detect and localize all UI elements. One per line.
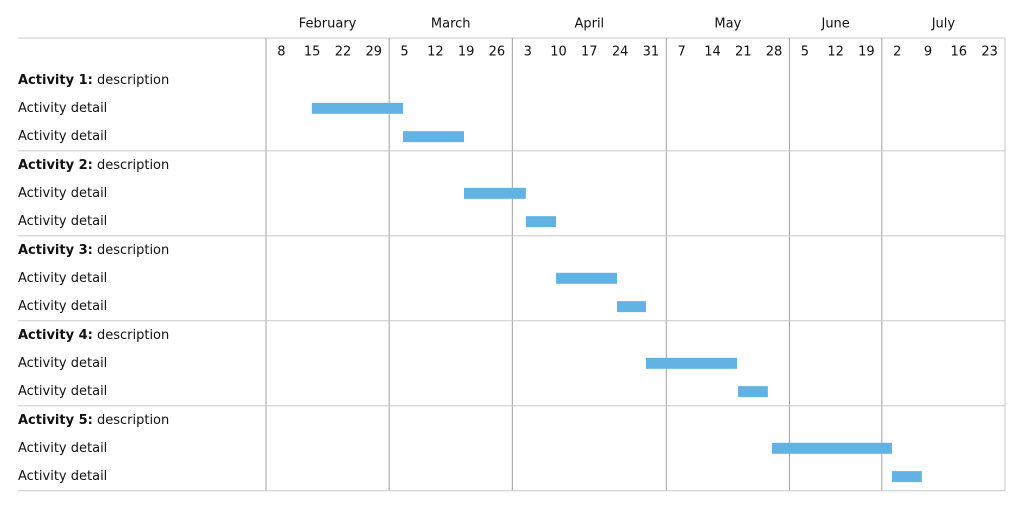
task-label: Activity detail <box>18 299 107 314</box>
month-label: March <box>431 17 471 32</box>
week-label: 14 <box>704 45 721 60</box>
week-label: 26 <box>489 45 506 60</box>
group-title: Activity 4: <box>18 327 93 342</box>
week-label: 8 <box>277 45 285 60</box>
task-label: Activity detail <box>18 186 107 201</box>
group-description: description <box>97 157 169 172</box>
task-bar <box>771 442 892 454</box>
month-label: July <box>931 17 956 32</box>
group-description: description <box>97 242 169 257</box>
task-bar <box>891 471 922 483</box>
task-label: Activity detail <box>18 214 107 229</box>
task-label: Activity detail <box>18 129 107 144</box>
group-label: Activity 2: description <box>18 157 169 172</box>
week-label: 7 <box>678 45 686 60</box>
task-bar <box>463 187 526 199</box>
week-label: 19 <box>458 45 475 60</box>
week-label: 3 <box>524 45 532 60</box>
week-label: 12 <box>427 45 444 60</box>
task-bar <box>617 301 646 313</box>
task-bar <box>525 216 557 228</box>
month-label: June <box>820 17 849 32</box>
week-label: 23 <box>981 45 998 60</box>
week-label: 12 <box>827 45 844 60</box>
group-description: description <box>97 327 169 342</box>
group-description: description <box>97 73 169 88</box>
group-label: Activity 1: description <box>18 73 169 88</box>
week-label: 15 <box>304 45 321 60</box>
week-label: 21 <box>735 45 752 60</box>
task-bar <box>403 131 464 143</box>
task-label: Activity detail <box>18 356 107 371</box>
task-label: Activity detail <box>18 469 107 484</box>
month-label: May <box>714 17 741 32</box>
week-label: 24 <box>612 45 629 60</box>
group-title: Activity 2: <box>18 157 93 172</box>
week-label: 19 <box>858 45 875 60</box>
week-label: 16 <box>951 45 968 60</box>
group-title: Activity 3: <box>18 242 93 257</box>
group-label: Activity 4: description <box>18 327 169 342</box>
week-label: 17 <box>581 45 598 60</box>
week-label: 31 <box>643 45 660 60</box>
task-label: Activity detail <box>18 384 107 399</box>
group-title: Activity 1: <box>18 73 93 88</box>
week-label: 5 <box>400 45 408 60</box>
group-title: Activity 5: <box>18 412 93 427</box>
task-bar <box>556 272 618 284</box>
task-bar <box>738 386 768 398</box>
task-bar <box>311 102 404 114</box>
group-label: Activity 5: description <box>18 412 169 427</box>
week-label: 28 <box>766 45 783 60</box>
week-label: 10 <box>550 45 567 60</box>
week-label: 29 <box>365 45 382 60</box>
task-label: Activity detail <box>18 441 107 456</box>
group-label: Activity 3: description <box>18 242 169 257</box>
task-label: Activity detail <box>18 271 107 286</box>
week-label: 22 <box>335 45 352 60</box>
week-label: 5 <box>801 45 809 60</box>
month-label: April <box>574 17 604 32</box>
task-label: Activity detail <box>18 101 107 116</box>
group-description: description <box>97 412 169 427</box>
month-label: February <box>299 17 357 32</box>
week-label: 9 <box>924 45 932 60</box>
week-label: 2 <box>893 45 901 60</box>
task-bar <box>645 357 738 369</box>
